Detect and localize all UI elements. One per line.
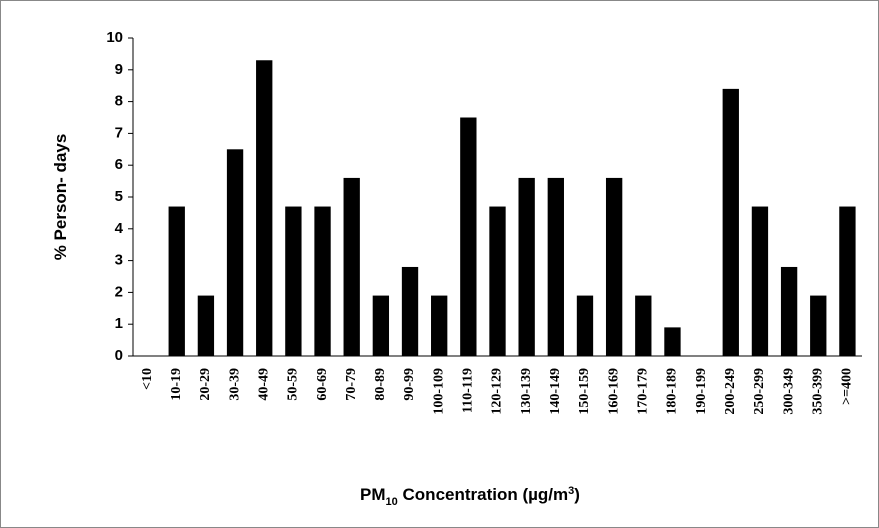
x-axis-title-part: PM <box>360 485 386 504</box>
bar <box>285 206 302 356</box>
y-tick-label: 5 <box>115 188 123 205</box>
bar <box>605 177 623 356</box>
x-axis-title-part: ) <box>574 485 580 504</box>
x-tick-label: 20-29 <box>198 368 213 401</box>
x-axis-title-part: 3 <box>568 485 574 497</box>
bar <box>635 295 652 356</box>
bar <box>518 177 535 356</box>
bar <box>489 206 506 356</box>
y-axis-title: % Person- days <box>51 134 70 261</box>
bar <box>256 60 273 356</box>
y-tick-label: 2 <box>115 283 123 300</box>
y-tick-label: 7 <box>115 124 123 141</box>
y-tick-label: 8 <box>115 93 123 110</box>
x-tick-label: 40-49 <box>256 368 271 401</box>
bar <box>722 88 739 356</box>
bar <box>460 117 477 356</box>
bar <box>839 206 856 356</box>
x-tick-label: 140-149 <box>548 368 563 415</box>
bar <box>314 206 331 356</box>
bar <box>197 295 215 356</box>
y-tick-label: 10 <box>106 29 123 46</box>
x-tick-label: 100-109 <box>431 368 446 415</box>
x-tick-label: 10-19 <box>169 368 184 401</box>
y-tick-label: 3 <box>115 252 123 269</box>
bar <box>780 266 798 356</box>
y-tick-label: 4 <box>115 220 124 237</box>
x-tick-label: 80-89 <box>373 368 388 401</box>
x-tick-label: 70-79 <box>344 368 359 401</box>
bar <box>343 177 360 356</box>
x-tick-label: 150-159 <box>577 368 592 415</box>
bar <box>576 295 594 356</box>
x-tick-label: 50-59 <box>286 368 301 401</box>
x-tick-label: 130-139 <box>519 368 534 415</box>
x-tick-label: 60-69 <box>315 368 330 401</box>
y-tick-label: 1 <box>115 315 123 332</box>
bar <box>431 295 448 356</box>
x-tick-label: 160-169 <box>606 368 621 415</box>
x-tick-label: 350-399 <box>810 368 825 415</box>
x-tick-label: 110-119 <box>461 368 476 413</box>
bar <box>810 295 827 356</box>
x-tick-label: 200-249 <box>723 368 738 415</box>
y-tick-label: 0 <box>115 347 123 364</box>
x-tick-label: 250-299 <box>752 368 767 415</box>
x-tick-label: 180-189 <box>665 368 680 415</box>
bar <box>751 206 769 356</box>
x-tick-label: 170-179 <box>636 368 651 415</box>
bar <box>226 149 244 356</box>
x-axis-title-part: 10 <box>386 496 398 508</box>
bar <box>664 327 681 356</box>
bar <box>401 266 419 356</box>
y-tick-label: 6 <box>115 156 123 173</box>
y-tick-label: 9 <box>115 61 123 78</box>
x-tick-label: 190-199 <box>694 368 709 415</box>
bar <box>547 177 564 356</box>
x-tick-label: 120-129 <box>490 368 505 415</box>
x-tick-label: 90-99 <box>402 368 417 401</box>
x-tick-label: <10 <box>140 368 155 390</box>
bar <box>168 206 185 356</box>
x-tick-label: 30-39 <box>227 368 242 401</box>
x-tick-label: >=400 <box>840 368 855 405</box>
x-axis-title-part: Concentration (µg/m <box>398 485 568 504</box>
x-tick-label: 300-349 <box>781 368 796 415</box>
x-axis-title: PM10 Concentration (µg/m3) <box>360 485 580 508</box>
bar <box>372 295 390 356</box>
